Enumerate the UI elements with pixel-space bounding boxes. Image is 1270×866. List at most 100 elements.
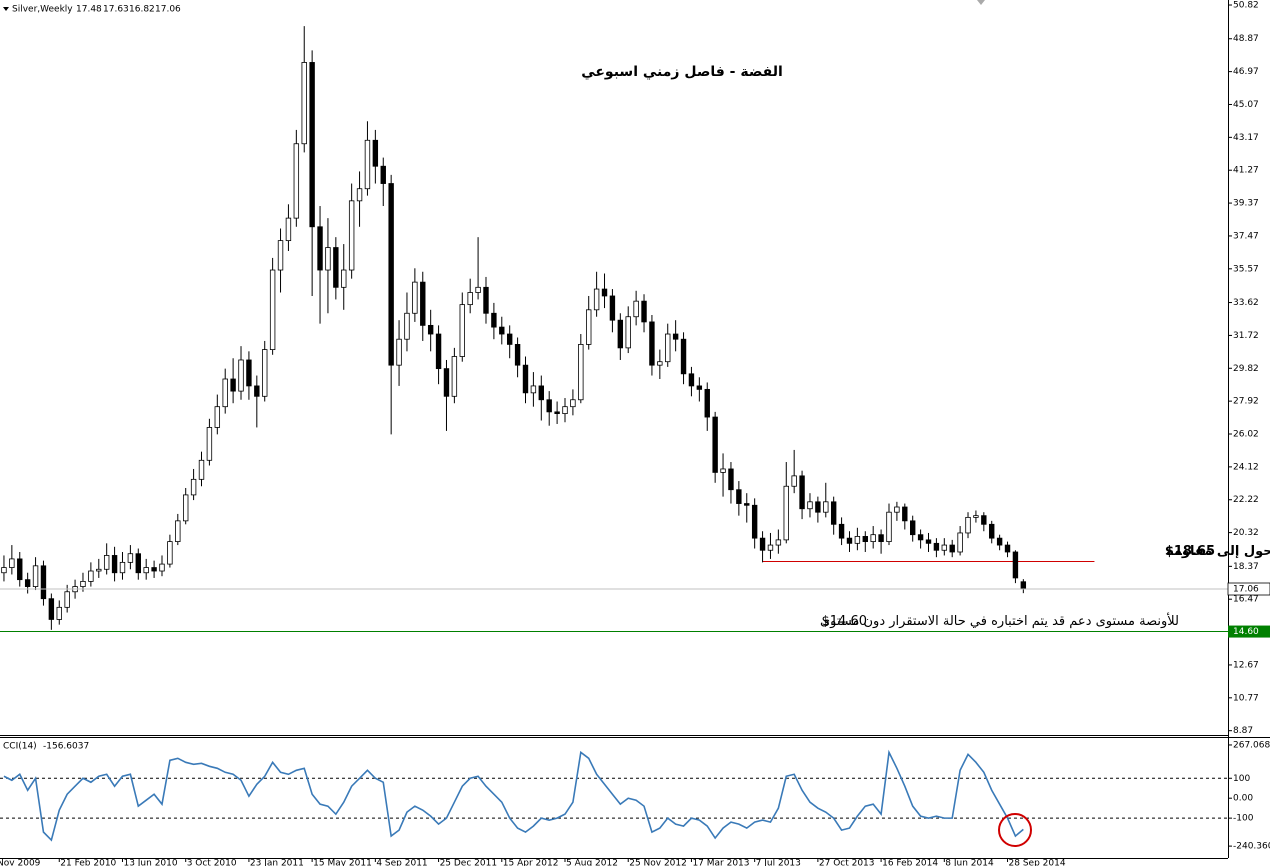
y-tick-label: 22.22: [1233, 495, 1259, 505]
candle-body: [56, 606, 62, 620]
candle-body: [325, 247, 331, 271]
candle-body: [823, 501, 829, 513]
candle-body: [285, 217, 292, 242]
candle-body: [728, 468, 734, 491]
indicator-value: -156.6037: [43, 742, 89, 752]
level-value-label: $18.65: [1165, 544, 1215, 559]
candle-body: [246, 359, 252, 387]
candle-body: [159, 563, 165, 572]
candle-body: [301, 62, 307, 145]
ohlc-close: 17.06: [155, 5, 181, 15]
level-axis-label: 14.60: [1233, 627, 1259, 637]
x-tick-label: 4 Sep 2011: [376, 859, 427, 866]
candle-body: [862, 536, 868, 543]
x-tick-label: 25 Nov 2012: [629, 859, 687, 866]
candle-body: [380, 165, 386, 184]
candle-body: [348, 200, 355, 271]
candle-body: [538, 385, 544, 401]
x-tick-label: 27 Oct 2013: [819, 859, 875, 866]
y-tick-label: 50.82: [1233, 1, 1259, 11]
candle-body: [846, 537, 853, 544]
x-tick-label: 28 Sep 2014: [1009, 859, 1066, 866]
candle-body: [586, 309, 592, 345]
candle-body: [183, 494, 189, 522]
y-tick-label: -240.360: [1233, 842, 1270, 852]
candle-body: [230, 378, 236, 392]
candle-body: [751, 504, 758, 539]
candle-body: [1020, 581, 1027, 590]
candle-body: [894, 506, 900, 513]
y-tick-label: 16.47: [1233, 595, 1259, 605]
candle-body: [127, 553, 134, 563]
ohlc-high: 17.63: [103, 5, 129, 15]
x-tick-label: 8 Jun 2014: [945, 859, 994, 866]
candle-body: [838, 523, 845, 539]
candle-body: [404, 312, 410, 340]
y-tick-label: 267.0689: [1233, 740, 1270, 750]
candle-body: [491, 312, 497, 328]
y-tick-label: 41.27: [1233, 166, 1259, 176]
ohlc-low: 16.82: [129, 5, 155, 15]
y-tick-label: -100: [1233, 814, 1254, 824]
x-tick-label: 3 Oct 2010: [187, 859, 237, 866]
x-tick-label: 15 May 2011: [313, 859, 372, 866]
x-tick-label: 15 Apr 2012: [503, 859, 559, 866]
candle-body: [886, 511, 892, 543]
y-tick-label: 33.62: [1233, 298, 1259, 308]
current-price-box: [1227, 582, 1270, 596]
candle-body: [277, 240, 284, 271]
candle-body: [103, 555, 110, 570]
candle-body: [198, 459, 205, 480]
candle-body: [744, 503, 750, 506]
candle-body: [222, 378, 228, 408]
x-tick-label: 17 Mar 2013: [692, 859, 749, 866]
shift-marker: [977, 0, 985, 5]
y-tick-label: 100: [1233, 774, 1250, 784]
symbol-label: Silver,Weekly: [12, 5, 73, 15]
y-tick-label: 12.67: [1233, 660, 1259, 670]
candle-body: [522, 364, 529, 394]
candle-body: [443, 368, 450, 397]
candle-body: [175, 520, 181, 543]
candle-body: [341, 269, 347, 288]
level-text: للأونصة مستوى دعم قد يتم اختباره في حالة…: [820, 612, 1179, 629]
candle-body: [262, 349, 268, 397]
candle-body: [206, 427, 213, 461]
indicator-title: CCI(14): [3, 742, 37, 752]
y-tick-label: 26.02: [1233, 430, 1259, 440]
candle-body: [981, 515, 987, 525]
candle-body: [917, 534, 924, 541]
y-tick-label: 0.00: [1233, 794, 1253, 804]
candle-body: [1, 567, 7, 574]
candle-body: [736, 489, 742, 504]
chart-title: الفضة - فاصل زمني اسبوعي: [581, 64, 783, 80]
candle-body: [799, 475, 805, 510]
candle-body: [672, 333, 679, 340]
candle-body: [24, 579, 31, 587]
y-tick-label: 24.12: [1233, 462, 1259, 472]
candle-body: [333, 247, 339, 288]
candle-body: [601, 288, 608, 297]
level-axis-box: [1228, 625, 1270, 638]
candle-body: [1004, 544, 1011, 553]
y-tick-label: 29.82: [1233, 364, 1259, 374]
current-price-label: 17.06: [1233, 585, 1259, 595]
candle-body: [854, 536, 861, 544]
x-tick-label: 13 Jun 2010: [123, 859, 177, 866]
level-text: مستوى دعم تحول إلى مقاومة: [1166, 544, 1270, 559]
candle-body: [499, 326, 505, 335]
candle-body: [427, 324, 434, 335]
y-tick-label: 46.97: [1233, 67, 1259, 77]
candle-body: [151, 567, 157, 572]
candle-body: [396, 338, 402, 366]
candle-body: [649, 321, 655, 366]
candle-body: [119, 561, 126, 574]
y-tick-label: 31.72: [1233, 331, 1259, 341]
candle-body: [17, 558, 23, 581]
candle-body: [712, 416, 718, 473]
menu-triangle: [3, 7, 9, 11]
candle-body: [451, 356, 458, 397]
candle-body: [309, 62, 315, 228]
candle-body: [902, 506, 908, 522]
